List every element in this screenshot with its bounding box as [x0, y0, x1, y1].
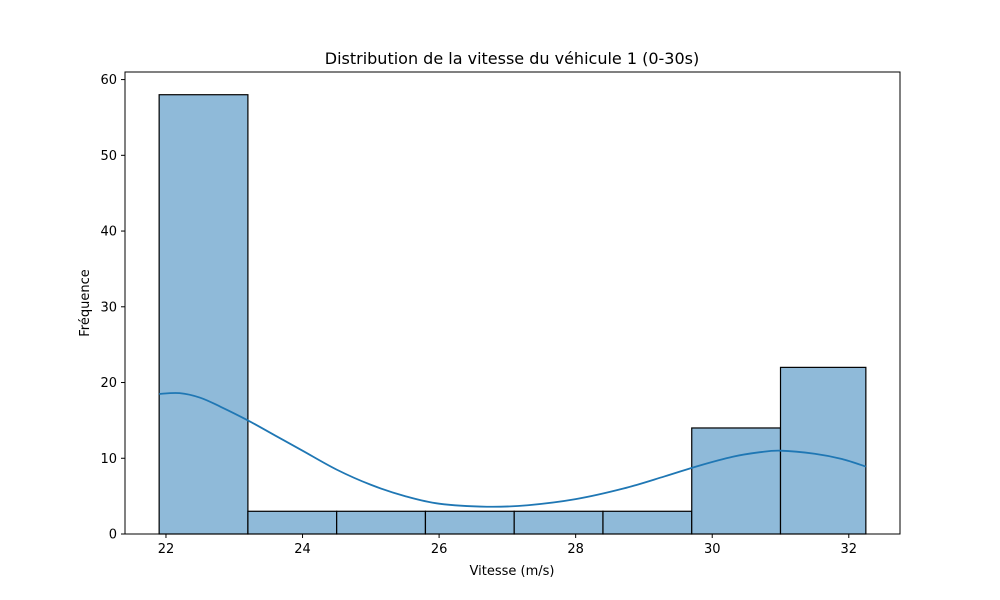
- kde-group: [159, 392, 867, 508]
- bars-group: [158, 94, 867, 535]
- x-tick-label: 28: [567, 542, 584, 557]
- x-tick-label: 22: [158, 542, 175, 557]
- x-axis-ticks: 22 24 26 28 30 32: [158, 534, 857, 557]
- y-axis-ticks: 0 10 20 30 40 50 60: [100, 73, 125, 543]
- kde-curve: [159, 392, 867, 508]
- histogram-bar: [424, 510, 515, 535]
- histogram-bar: [336, 510, 427, 535]
- y-tick-label: 10: [100, 452, 117, 467]
- y-tick-label: 0: [109, 528, 117, 543]
- plot-frame: [124, 71, 901, 535]
- histogram-bar: [691, 427, 782, 535]
- x-axis-label: Vitesse (m/s): [470, 564, 555, 579]
- x-tick-label: 30: [704, 542, 721, 557]
- y-tick-label: 20: [100, 376, 117, 391]
- histogram-bar: [602, 510, 693, 535]
- histogram-bar: [247, 510, 338, 535]
- x-tick-label: 32: [841, 542, 858, 557]
- x-tick-label: 26: [431, 542, 448, 557]
- x-tick-label: 24: [294, 542, 311, 557]
- y-tick-label: 60: [100, 73, 117, 88]
- y-tick-label: 50: [100, 149, 117, 164]
- chart-title: Distribution de la vitesse du véhicule 1…: [325, 49, 699, 68]
- y-tick-label: 30: [100, 300, 117, 315]
- histogram-bar: [158, 94, 249, 535]
- y-axis-label: Fréquence: [78, 269, 93, 336]
- histogram-bar: [513, 510, 604, 535]
- y-tick-label: 40: [100, 225, 117, 240]
